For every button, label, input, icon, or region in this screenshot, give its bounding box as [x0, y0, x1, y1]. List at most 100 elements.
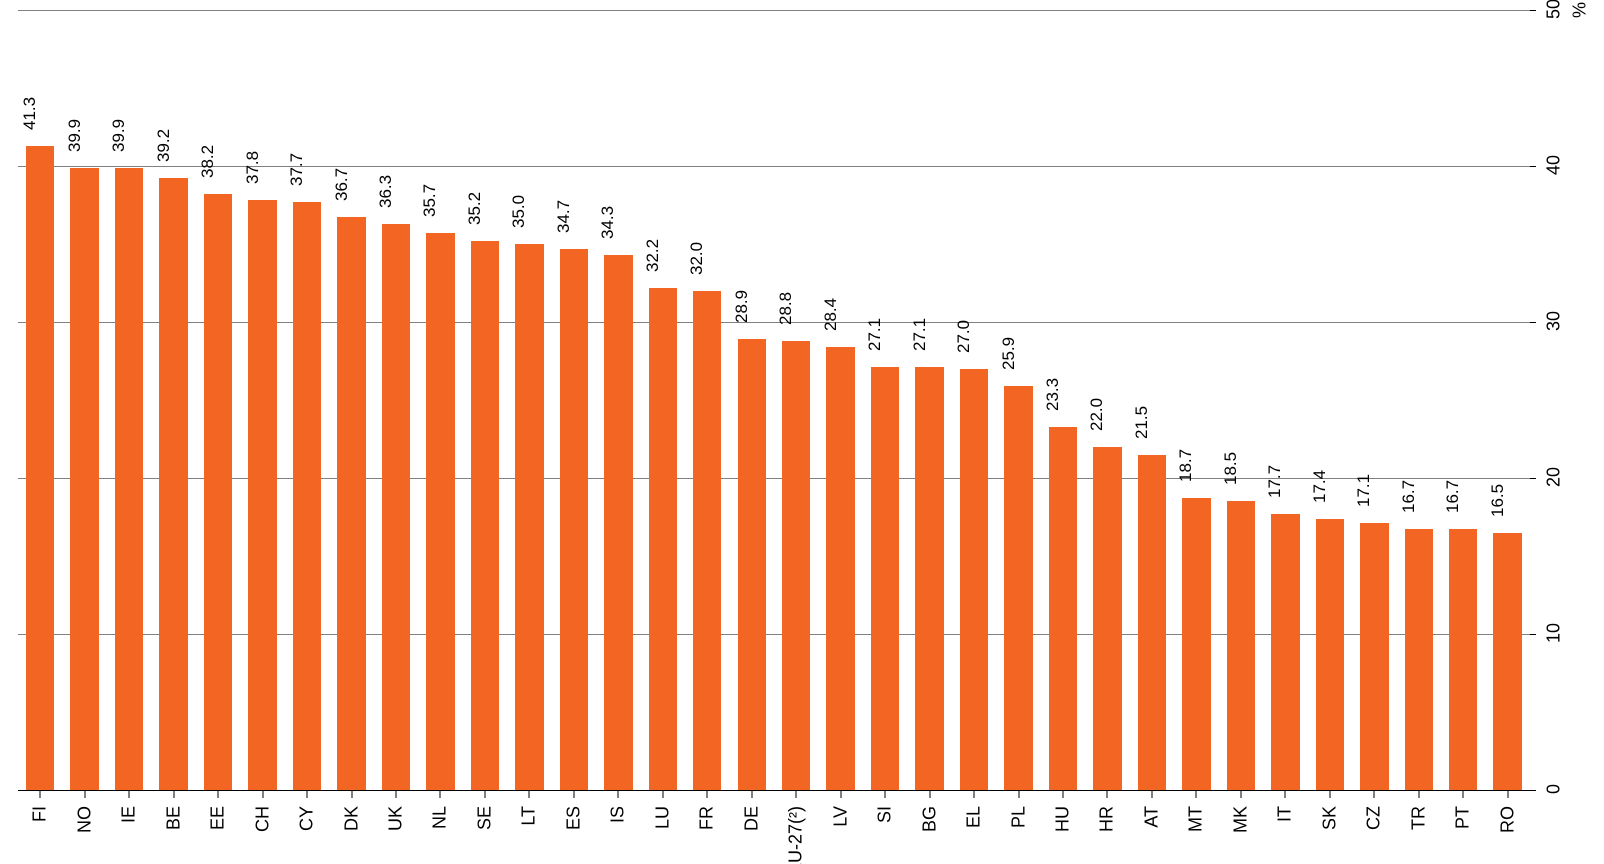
bar-slot: 27.1BG: [907, 10, 951, 790]
category-label: HU: [1053, 806, 1074, 832]
x-tick: [262, 790, 263, 798]
bar-value-label: 37.8: [243, 151, 263, 184]
category-label: EE: [208, 806, 229, 830]
bar-value-label: 18.5: [1221, 452, 1241, 485]
bar-value-label: 34.3: [598, 206, 618, 239]
bar-value-label: 39.9: [65, 118, 85, 151]
bar-slot: 38.2EE: [196, 10, 240, 790]
bar: [738, 339, 766, 790]
bar-value-label: 27.0: [954, 320, 974, 353]
x-tick: [1196, 790, 1197, 798]
bar: [382, 224, 410, 790]
bar: [26, 146, 54, 790]
x-tick: [1329, 790, 1330, 798]
category-label: CZ: [1364, 806, 1385, 830]
bar: [1227, 501, 1255, 790]
y-tick: [1530, 790, 1536, 791]
bar-value-label: 37.7: [287, 153, 307, 186]
bar: [782, 341, 810, 790]
bar: [915, 367, 943, 790]
x-tick: [1463, 790, 1464, 798]
bar: [1049, 427, 1077, 790]
bar-value-label: 22.0: [1087, 398, 1107, 431]
category-label: TR: [1408, 806, 1429, 830]
bar: [1004, 386, 1032, 790]
bar: [115, 168, 143, 790]
bar: [515, 244, 543, 790]
bar-value-label: 32.0: [687, 242, 707, 275]
category-label: SE: [474, 806, 495, 830]
category-label: PL: [1008, 806, 1029, 828]
category-label: HR: [1097, 806, 1118, 832]
category-label: PT: [1453, 806, 1474, 829]
bar-value-label: 17.1: [1354, 474, 1374, 507]
category-label: CH: [252, 806, 273, 832]
bar-slot: 32.2LU: [641, 10, 685, 790]
bar: [471, 241, 499, 790]
bar-slot: 35.7NL: [418, 10, 462, 790]
bar-slot: 28.8EU-27(²): [774, 10, 818, 790]
bar-slot: 22.0HR: [1085, 10, 1129, 790]
y-tick: [1530, 478, 1536, 479]
category-label: IE: [119, 806, 140, 823]
bar-value-label: 17.7: [1265, 465, 1285, 498]
bars-container: 41.3FI39.9NO39.9IE39.2BE38.2EE37.8CH37.7…: [18, 10, 1530, 790]
x-tick: [484, 790, 485, 798]
category-label: IS: [608, 806, 629, 823]
bar-slot: 39.2BE: [151, 10, 195, 790]
category-label: EL: [964, 806, 985, 828]
category-label: BG: [919, 806, 940, 832]
bar: [337, 217, 365, 790]
bar: [70, 168, 98, 790]
x-tick: [1240, 790, 1241, 798]
bar: [204, 194, 232, 790]
bar-slot: 36.3UK: [374, 10, 418, 790]
category-label: NO: [74, 806, 95, 833]
bar: [1138, 455, 1166, 790]
bar: [1493, 533, 1521, 790]
bar: [248, 200, 276, 790]
x-tick: [218, 790, 219, 798]
x-tick: [84, 790, 85, 798]
bar: [1405, 529, 1433, 790]
y-tick: [1530, 634, 1536, 635]
bar-value-label: 28.4: [821, 298, 841, 331]
bar-value-label: 41.3: [20, 97, 40, 130]
bar: [826, 347, 854, 790]
category-label: DE: [741, 806, 762, 831]
bar: [1093, 447, 1121, 790]
category-label: BE: [163, 806, 184, 830]
y-tick-label: 30: [1544, 311, 1565, 331]
category-label: CY: [297, 806, 318, 831]
bar-value-label: 35.7: [420, 184, 440, 217]
bar-slot: 23.3HU: [1041, 10, 1085, 790]
bar-value-label: 25.9: [999, 337, 1019, 370]
bar: [1271, 514, 1299, 790]
bar-value-label: 32.2: [643, 239, 663, 272]
x-tick: [173, 790, 174, 798]
bar-value-label: 39.9: [109, 118, 129, 151]
bar-slot: 32.0FR: [685, 10, 729, 790]
bar-value-label: 39.2: [154, 129, 174, 162]
bar-slot: 34.3IS: [596, 10, 640, 790]
bar: [159, 178, 187, 790]
bar: [649, 288, 677, 790]
bar-value-label: 21.5: [1132, 406, 1152, 439]
category-label: SI: [875, 806, 896, 823]
x-tick: [974, 790, 975, 798]
x-tick: [751, 790, 752, 798]
bar-value-label: 23.3: [1043, 377, 1063, 410]
bar-slot: 17.1CZ: [1352, 10, 1396, 790]
y-tick-label: 10: [1544, 623, 1565, 643]
bar-slot: 41.3FI: [18, 10, 62, 790]
x-tick: [796, 790, 797, 798]
category-label: UK: [385, 806, 406, 831]
category-label: FI: [30, 806, 51, 822]
bar: [871, 367, 899, 790]
bar: [1360, 523, 1388, 790]
bar-slot: 21.5AT: [1130, 10, 1174, 790]
x-tick: [662, 790, 663, 798]
bar: [293, 202, 321, 790]
bar-slot: 35.2SE: [463, 10, 507, 790]
bar-value-label: 27.1: [910, 318, 930, 351]
